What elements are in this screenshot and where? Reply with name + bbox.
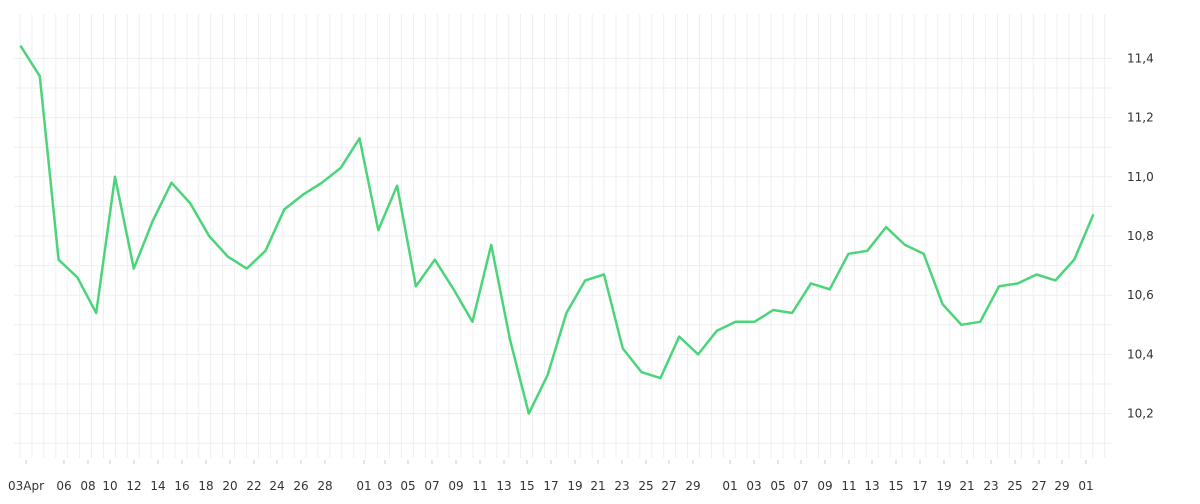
- x-tick-label: 23: [983, 479, 998, 493]
- x-tick-label: 18: [198, 479, 213, 493]
- x-tick-label: 03Apr: [8, 479, 44, 493]
- y-tick-label: 10,2: [1127, 407, 1154, 421]
- x-tick-label: 06: [56, 479, 71, 493]
- x-tick-label: 13: [864, 479, 879, 493]
- x-tick-label: 29: [685, 479, 700, 493]
- y-tick-label: 10,8: [1127, 229, 1154, 243]
- y-tick-label: 10,6: [1127, 288, 1154, 302]
- x-tick-label: 03: [746, 479, 761, 493]
- x-tick-label: 24: [269, 479, 284, 493]
- x-tick-label: 27: [1031, 479, 1046, 493]
- x-tick-label: 19: [567, 479, 582, 493]
- x-tick-label: 21: [959, 479, 974, 493]
- x-tick-label: 28: [317, 479, 332, 493]
- x-tick-label: 27: [661, 479, 676, 493]
- x-tick-label: 13: [496, 479, 511, 493]
- x-tick-label: 08: [80, 479, 95, 493]
- x-axis: 03Apr 06 08 10 12 14 16 18 20 22 24 26 28 01 03 05 07 09 1…: [8, 460, 1094, 493]
- x-tick-label: 26: [293, 479, 308, 493]
- x-tick-label: 05: [400, 479, 415, 493]
- y-tick-label: 11,4: [1127, 51, 1154, 65]
- x-tick-label: 25: [1007, 479, 1022, 493]
- x-tick-label: 09: [817, 479, 832, 493]
- x-tick-label: 07: [424, 479, 439, 493]
- x-tick-label: 19: [936, 479, 951, 493]
- x-tick-label: 01: [1078, 479, 1093, 493]
- x-tick-label: 09: [448, 479, 463, 493]
- grid: [14, 14, 1112, 458]
- y-tick-label: 10,4: [1127, 347, 1154, 361]
- x-tick-label: 07: [793, 479, 808, 493]
- series-layer: [19, 45, 1095, 415]
- x-tick-label: 15: [519, 479, 534, 493]
- x-tick-label: 17: [912, 479, 927, 493]
- x-tick-label: 29: [1054, 479, 1069, 493]
- x-tick-label: 23: [614, 479, 629, 493]
- x-tick-label: 16: [174, 479, 189, 493]
- x-tick-label: 15: [888, 479, 903, 493]
- x-tick-label: 11: [472, 479, 487, 493]
- x-tick-label: 20: [222, 479, 237, 493]
- x-tick-label: 01: [722, 479, 737, 493]
- x-tick-label: 14: [150, 479, 165, 493]
- y-tick-label: 11,0: [1127, 170, 1154, 184]
- x-tick-label: 22: [246, 479, 261, 493]
- x-tick-label: 25: [638, 479, 653, 493]
- y-tick-label: 11,2: [1127, 111, 1154, 125]
- x-tick-label: 21: [590, 479, 605, 493]
- x-tick-label: 03: [377, 479, 392, 493]
- x-tick-label: 17: [543, 479, 558, 493]
- x-tick-label: 05: [770, 479, 785, 493]
- series-line: [19, 45, 1095, 415]
- x-tick-label: 11: [841, 479, 856, 493]
- y-axis: 10,2 10,4 10,6 10,8 11,0 11,2 11,4: [1127, 51, 1154, 420]
- x-tick-label: 10: [102, 479, 117, 493]
- x-tick-label: 12: [126, 479, 141, 493]
- x-tick-label: 01: [356, 479, 371, 493]
